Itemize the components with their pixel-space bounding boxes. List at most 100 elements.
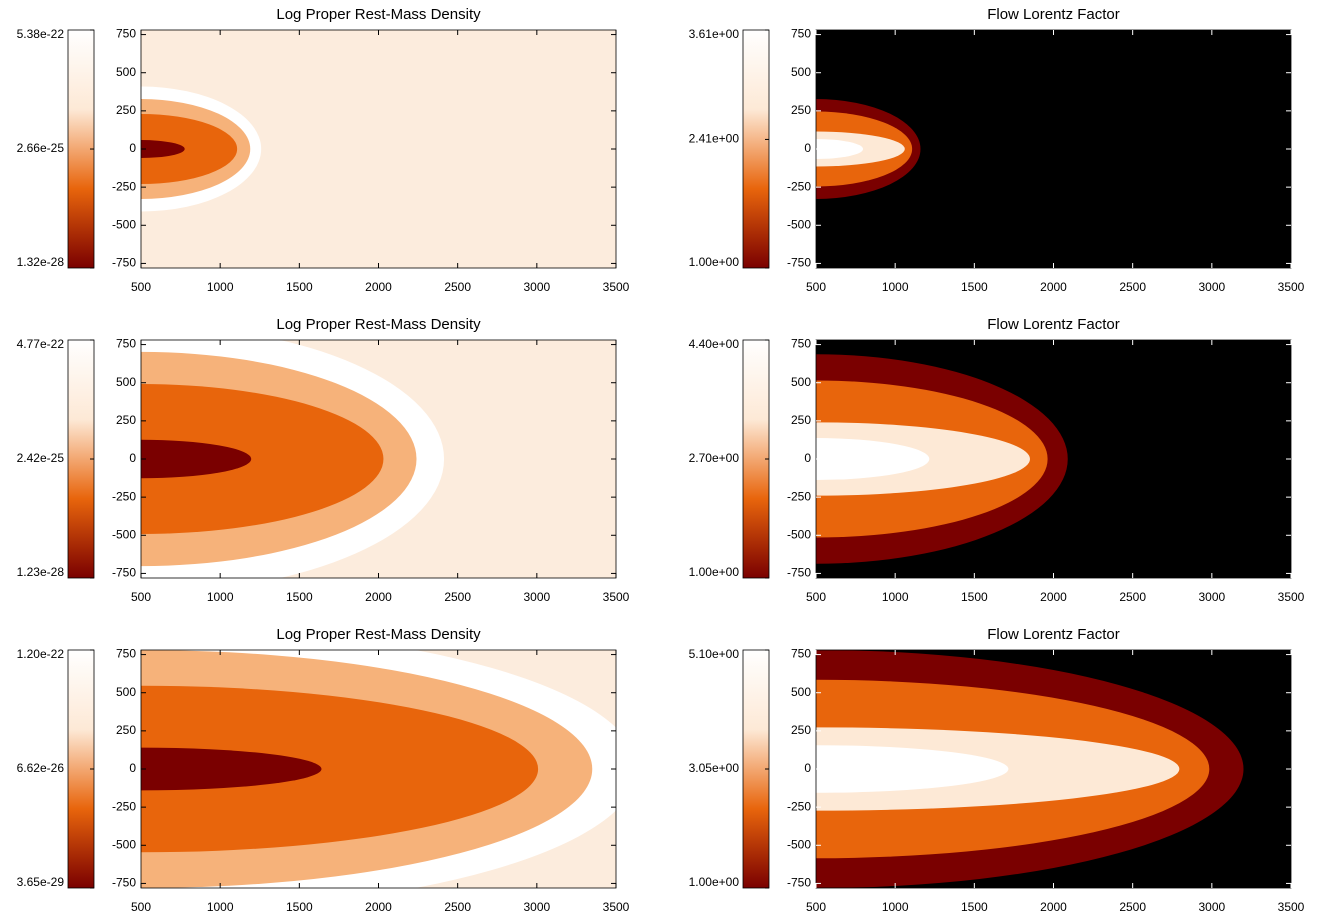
- colorbar-tick-label: 2.66e-25: [17, 141, 65, 155]
- y-tick-label: -250: [787, 489, 811, 503]
- x-tick-label: 2000: [365, 280, 392, 294]
- panel-title: Log Proper Rest-Mass Density: [276, 626, 481, 643]
- y-tick-label: 750: [116, 27, 136, 41]
- x-tick-label: 1000: [207, 900, 234, 914]
- field-shape: [141, 747, 322, 791]
- x-tick-label: 500: [131, 280, 151, 294]
- x-tick-label: 2000: [1040, 900, 1067, 914]
- y-tick-label: 750: [116, 337, 136, 351]
- y-tick-label: 0: [129, 761, 136, 775]
- y-tick-label: -750: [787, 256, 811, 270]
- panel: Flow Lorentz Factor 1.00e+00 2.41e+00 3.61e…: [689, 6, 1305, 294]
- field: [141, 340, 616, 578]
- x-tick-label: 500: [806, 280, 826, 294]
- field-shape: [141, 439, 252, 479]
- x-tick-label: 3000: [523, 280, 550, 294]
- y-tick-label: -500: [112, 527, 136, 541]
- y-tick-label: -250: [787, 179, 811, 193]
- y-tick-label: 0: [129, 141, 136, 155]
- y-tick-label: 500: [116, 65, 136, 79]
- colorbar-tick-label: 1.00e+00: [689, 255, 740, 269]
- y-tick-label: 0: [129, 451, 136, 465]
- field: [816, 340, 1291, 578]
- panel-title: Flow Lorentz Factor: [987, 316, 1120, 333]
- panel: Flow Lorentz Factor 1.00e+00 3.05e+00 5.10e…: [689, 626, 1305, 914]
- x-tick-label: 2500: [444, 590, 471, 604]
- x-tick-label: 2500: [444, 900, 471, 914]
- y-tick-label: 250: [791, 413, 811, 427]
- y-tick-label: 500: [116, 685, 136, 699]
- colorbar-tick-label: 1.32e-28: [17, 255, 65, 269]
- panel: Log Proper Rest-Mass Density 1.23e-28 2.42…: [17, 316, 630, 604]
- colorbar: [742, 339, 770, 579]
- field-shape: [141, 114, 238, 184]
- x-tick-label: 1500: [286, 900, 313, 914]
- y-tick-label: -750: [787, 876, 811, 890]
- x-tick-label: 1000: [882, 280, 909, 294]
- colorbar-tick-label: 2.41e+00: [689, 132, 740, 146]
- y-tick-label: -250: [112, 799, 136, 813]
- colorbar-tick-label: 3.05e+00: [689, 761, 740, 775]
- x-tick-label: 500: [806, 590, 826, 604]
- y-tick-label: 750: [791, 337, 811, 351]
- x-tick-label: 1500: [961, 590, 988, 604]
- x-tick-label: 3000: [1198, 590, 1225, 604]
- colorbar-tick-label: 1.00e+00: [689, 875, 740, 889]
- field-shape: [141, 685, 538, 853]
- y-tick-label: -750: [112, 256, 136, 270]
- x-tick-label: 2000: [1040, 280, 1067, 294]
- colorbar: [67, 29, 95, 269]
- y-tick-label: 250: [791, 723, 811, 737]
- panel-title: Log Proper Rest-Mass Density: [276, 6, 481, 23]
- y-tick-label: 500: [791, 375, 811, 389]
- y-tick-label: -500: [787, 217, 811, 231]
- y-tick-label: -500: [787, 837, 811, 851]
- x-tick-label: 500: [131, 900, 151, 914]
- colorbar-tick-label: 3.65e-29: [17, 875, 65, 889]
- x-tick-label: 3000: [1198, 280, 1225, 294]
- x-tick-label: 3000: [1198, 900, 1225, 914]
- x-tick-label: 3500: [603, 590, 630, 604]
- y-tick-label: 250: [791, 103, 811, 117]
- field-shape: [816, 745, 1009, 793]
- x-tick-label: 1000: [207, 280, 234, 294]
- field-shape: [816, 438, 930, 480]
- colorbar-tick-label: 2.70e+00: [689, 451, 740, 465]
- panel-title: Log Proper Rest-Mass Density: [276, 316, 481, 333]
- x-tick-label: 3500: [1278, 280, 1305, 294]
- x-tick-label: 2500: [444, 280, 471, 294]
- x-tick-label: 3500: [603, 280, 630, 294]
- y-tick-label: -750: [112, 876, 136, 890]
- y-tick-label: -750: [112, 566, 136, 580]
- field: [816, 30, 1291, 268]
- y-tick-label: 500: [116, 375, 136, 389]
- x-tick-label: 1500: [961, 900, 988, 914]
- x-tick-label: 500: [131, 590, 151, 604]
- colorbar-tick-label: 2.42e-25: [17, 451, 65, 465]
- x-tick-label: 1000: [882, 900, 909, 914]
- x-tick-label: 3500: [1278, 900, 1305, 914]
- colorbar-tick-label: 5.10e+00: [689, 647, 740, 661]
- y-tick-label: -500: [112, 837, 136, 851]
- y-tick-label: 0: [804, 761, 811, 775]
- panel: Log Proper Rest-Mass Density 1.32e-28 2.66…: [17, 6, 630, 294]
- x-tick-label: 2500: [1119, 900, 1146, 914]
- y-tick-label: -500: [787, 527, 811, 541]
- x-tick-label: 2500: [1119, 590, 1146, 604]
- field: [141, 30, 616, 268]
- panel: Log Proper Rest-Mass Density 3.65e-29 6.62…: [17, 626, 630, 914]
- y-tick-label: 750: [791, 647, 811, 661]
- field: [141, 650, 616, 888]
- y-tick-label: -250: [787, 799, 811, 813]
- y-tick-label: -500: [112, 217, 136, 231]
- field: [816, 650, 1291, 888]
- y-tick-label: 500: [791, 65, 811, 79]
- y-tick-label: 500: [791, 685, 811, 699]
- x-tick-label: 2000: [365, 900, 392, 914]
- panel: Flow Lorentz Factor 1.00e+00 2.70e+00 4.40e…: [689, 316, 1305, 604]
- y-tick-label: 0: [804, 141, 811, 155]
- y-tick-label: -750: [787, 566, 811, 580]
- colorbar-tick-label: 5.38e-22: [17, 27, 65, 41]
